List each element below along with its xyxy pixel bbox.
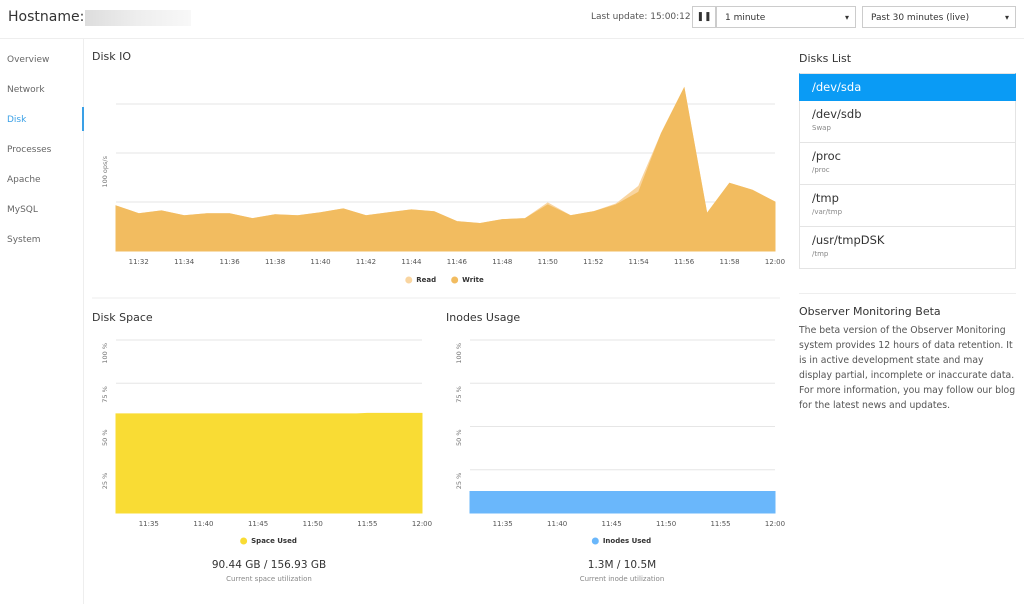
legend-marker	[451, 276, 459, 284]
x-tick-label: 11:36	[220, 258, 241, 266]
disk-item[interactable]: /proc/proc	[799, 143, 1016, 185]
x-tick-label: 11:35	[493, 520, 513, 528]
y-tick-label: 75 %	[101, 386, 109, 403]
y-tick-label: 25 %	[101, 473, 109, 490]
x-tick-label: 11:50	[303, 520, 323, 528]
x-tick-label: 11:44	[401, 258, 422, 266]
x-tick-label: 12:00	[765, 520, 785, 528]
nav-item[interactable]: System	[7, 235, 41, 245]
x-tick-label: 12:00	[412, 520, 432, 528]
interval-select[interactable]: 1 minute	[716, 6, 856, 29]
area	[115, 412, 423, 514]
summary-caption: Current inode utilization	[580, 575, 665, 583]
x-tick-label: 11:40	[547, 520, 567, 528]
x-tick-label: 11:40	[193, 520, 213, 528]
disk-name: /proc	[812, 149, 842, 163]
x-tick-label: 11:45	[248, 520, 268, 528]
range-select[interactable]: Past 30 minutes (live)	[862, 6, 1016, 29]
legend-marker	[405, 276, 413, 284]
nav-item[interactable]: Processes	[7, 145, 52, 155]
x-tick-label: 11:55	[357, 520, 377, 528]
disk-item[interactable]: /dev/sda	[799, 73, 1016, 101]
y-tick-label: 75 %	[455, 386, 463, 403]
disks-title: Disks List	[799, 52, 852, 65]
disk-name: /dev/sdb	[812, 107, 862, 121]
disk-mount: Swap	[812, 124, 831, 132]
x-tick-label: 11:42	[356, 258, 376, 266]
x-tick-label: 11:35	[139, 520, 159, 528]
area	[469, 491, 776, 514]
divider	[799, 293, 1016, 294]
x-tick-label: 11:50	[656, 520, 676, 528]
x-tick-label: 11:58	[719, 258, 739, 266]
legend-label: Inodes Used	[603, 537, 651, 545]
disk-item[interactable]: /dev/sdb Swap	[799, 101, 1016, 143]
x-tick-label: 11:34	[174, 258, 195, 266]
y-tick-label: 50 %	[101, 430, 109, 447]
nav-item[interactable]: Network	[7, 85, 45, 95]
disk-item[interactable]: /usr/tmpDSK/tmp	[799, 227, 1016, 269]
legend-label: Space Used	[251, 537, 297, 545]
disk-mount: /tmp	[812, 250, 829, 258]
sidebar: Overview Network Disk Processes Apache MySQL S…	[0, 39, 84, 604]
x-tick-label: 11:54	[629, 258, 650, 266]
disk-name: /dev/sda	[812, 80, 862, 94]
nav-item[interactable]: Apache	[7, 175, 41, 185]
x-tick-label: 11:48	[492, 258, 512, 266]
x-tick-label: 11:32	[129, 258, 149, 266]
legend-marker	[240, 537, 248, 545]
nav-item[interactable]: Overview	[7, 55, 50, 65]
x-tick-label: 11:46	[447, 258, 468, 266]
hostname-label: Hostname:	[8, 9, 85, 25]
y-tick-label: 100 %	[455, 343, 463, 364]
legend-label: Write	[462, 276, 484, 284]
y-tick-label: 100 ops/s	[101, 155, 109, 187]
disk-item[interactable]: /tmp/var/tmp	[799, 185, 1016, 227]
disk-name: /usr/tmpDSK	[812, 233, 885, 247]
summary: 90.44 GB / 156.93 GB	[212, 559, 326, 571]
disk-name: /tmp	[812, 191, 839, 205]
disk-mount: /var/tmp	[812, 208, 843, 216]
hostname-blur	[85, 10, 191, 26]
x-tick-label: 11:45	[602, 520, 622, 528]
legend-label: Read	[416, 276, 436, 284]
disk-mount: /proc	[812, 166, 830, 174]
x-tick-label: 11:38	[265, 258, 285, 266]
info-text: The beta version of the Observer Monitor…	[799, 325, 1016, 411]
nav-active-bar	[82, 107, 84, 131]
nav-item[interactable]: Disk	[7, 115, 27, 125]
area	[115, 86, 776, 252]
x-tick-label: 11:50	[538, 258, 558, 266]
summary-caption: Current space utilization	[226, 575, 312, 583]
x-tick-label: 11:40	[310, 258, 330, 266]
x-tick-label: 11:56	[674, 258, 695, 266]
x-tick-label: 11:55	[710, 520, 730, 528]
info-title: Observer Monitoring Beta	[799, 305, 941, 318]
nav-item[interactable]: MySQL	[7, 205, 38, 215]
chart-title: Inodes Usage	[446, 311, 520, 324]
y-tick-label: 50 %	[455, 430, 463, 447]
summary: 1.3M / 10.5M	[588, 559, 656, 571]
chart-title: Disk Space	[92, 311, 153, 324]
charts: Disk IO 100 ops/s 11:32 11:34 11:36 11:38 11:4…	[92, 50, 785, 583]
header: Hostname: Last update: 15:00:12 ❚❚ 1 min…	[0, 0, 1024, 39]
last-update: Last update: 15:00:12	[591, 12, 691, 22]
x-tick-label: 11:52	[583, 258, 603, 266]
x-tick-label: 12:00	[765, 258, 785, 266]
chart-title: Disk IO	[92, 50, 131, 63]
y-tick-label: 100 %	[101, 343, 109, 364]
legend-marker	[591, 537, 599, 545]
y-tick-label: 25 %	[455, 473, 463, 490]
